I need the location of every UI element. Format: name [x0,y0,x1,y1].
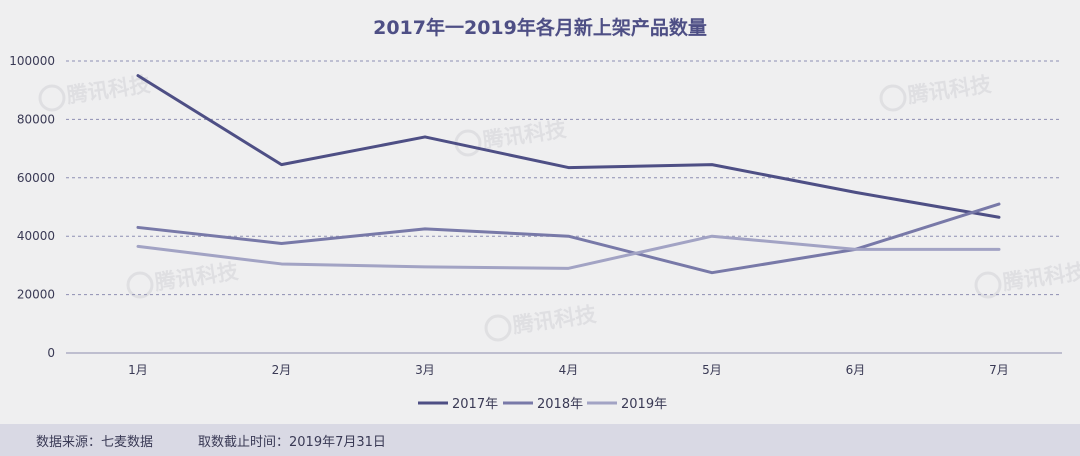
line-chart: 2017年一2019年各月新上架产品数量腾讯科技腾讯科技腾讯科技腾讯科技腾讯科技… [9,16,1080,412]
x-tick-label: 2月 [272,363,292,377]
data-source-text: 数据来源：七麦数据 [36,435,154,450]
data-cutoff-text: 取数截止时间：2019年7月31日 [198,435,386,450]
y-tick-label: 40000 [17,229,55,243]
watermark-logo-icon [974,271,1002,299]
watermark: 腾讯科技 [484,302,599,342]
legend-label: 2019年 [621,397,667,412]
watermark: 腾讯科技 [974,259,1080,299]
y-tick-label: 0 [47,346,55,360]
x-tick-label: 3月 [415,363,435,377]
y-tick-label: 20000 [17,288,55,302]
watermark-logo-icon [484,314,512,342]
y-tick-label: 60000 [17,171,55,185]
watermark-logo-icon [879,84,907,112]
series-line-3 [136,234,1001,270]
legend-label: 2018年 [537,397,583,412]
footer-bar: 数据来源：七麦数据 取数截止时间：2019年7月31日 [0,424,1080,456]
x-tick-label: 6月 [846,363,866,377]
watermark-text: 腾讯科技 [511,302,599,338]
watermark-text: 腾讯科技 [481,117,569,153]
watermark: 腾讯科技 [454,117,569,157]
watermark-text: 腾讯科技 [906,72,994,108]
x-tick-label: 1月 [128,363,148,377]
x-tick-label: 5月 [702,363,722,377]
watermark: 腾讯科技 [38,72,153,112]
watermark: 腾讯科技 [879,72,994,112]
x-tick-label: 7月 [989,363,1009,377]
legend-label: 2017年 [452,397,498,412]
watermark-text: 腾讯科技 [1001,259,1080,295]
watermark-logo-icon [126,271,154,299]
watermark-text: 腾讯科技 [153,259,241,295]
y-tick-label: 100000 [9,54,55,68]
chart-title: 2017年一2019年各月新上架产品数量 [373,16,707,39]
x-tick-label: 4月 [559,363,579,377]
series-line-1 [136,74,1001,219]
y-tick-label: 80000 [17,112,55,126]
watermark: 腾讯科技 [126,259,241,299]
watermark-logo-icon [38,84,66,112]
chart-area: 2017年一2019年各月新上架产品数量 腾讯科技 腾讯科技 腾讯科技 腾讯科技 腾讯科技… [9,16,1080,412]
